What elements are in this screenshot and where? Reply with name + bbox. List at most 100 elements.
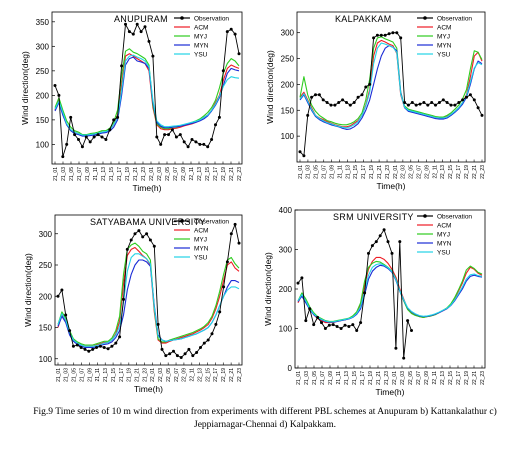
y-tick-label: 350 (36, 18, 50, 27)
point-observation (394, 346, 398, 350)
chart-title: SRM UNIVERSITY (333, 212, 414, 222)
x-tick-label: 22_09 (424, 371, 430, 385)
point-observation (91, 347, 95, 351)
x-tick-label: 22_05 (165, 167, 171, 181)
point-observation (100, 135, 104, 139)
x-tick-label: 22_05 (409, 165, 415, 179)
point-observation (199, 346, 202, 349)
y-tick-label: 300 (36, 42, 50, 51)
point-observation (337, 101, 341, 104)
x-tick-label: 22_01 (149, 167, 155, 181)
x-tick-label: 22_15 (205, 167, 211, 181)
point-observation (348, 103, 352, 107)
x-tick-label: 21_13 (103, 368, 109, 382)
point-observation (430, 101, 434, 104)
legend-label-ysu: YSU (194, 255, 208, 262)
point-observation (172, 349, 175, 353)
series-line-observation (297, 229, 412, 359)
y-tick-label: 200 (281, 80, 295, 89)
x-tick-label: 21_03 (306, 165, 312, 179)
point-observation (194, 140, 198, 144)
series-line-ysu (57, 253, 240, 347)
point-observation (468, 93, 472, 97)
legend-label-observation: Observation (194, 219, 229, 226)
point-observation (347, 325, 351, 328)
point-observation (137, 229, 141, 233)
series-line-myj (54, 48, 240, 136)
plot-frame (54, 214, 243, 366)
point-observation (195, 351, 199, 354)
point-observation (151, 54, 155, 58)
x-tick-label: 21_09 (87, 368, 93, 382)
legend-marker-observation (180, 219, 184, 223)
point-observation (379, 33, 383, 37)
point-observation (156, 322, 160, 326)
series-line-myn (297, 264, 483, 323)
point-observation (237, 52, 241, 56)
x-tick-label: 21_21 (376, 371, 382, 385)
x-tick-label: 22_15 (448, 165, 454, 179)
point-observation (191, 354, 195, 358)
point-observation (441, 98, 445, 102)
point-observation (321, 98, 325, 102)
chart-satyabama-university: 100 150 200 250 300 21_01 21_03 21_05 21_07 21_09… (23, 214, 243, 394)
x-tick-label: 22_03 (157, 167, 163, 181)
x-tick-label: 21_01 (56, 368, 62, 382)
point-observation (190, 138, 194, 141)
point-observation (186, 145, 190, 149)
point-observation (370, 244, 374, 248)
point-observation (218, 310, 222, 314)
x-axis-label: Time(h) (133, 183, 162, 193)
point-observation (64, 313, 68, 317)
y-tick-label: 100 (39, 355, 53, 364)
point-observation (410, 101, 414, 104)
x-tick-label: 22_01 (150, 368, 156, 382)
point-observation (333, 103, 337, 107)
point-observation (102, 346, 106, 349)
point-observation (202, 341, 206, 345)
x-tick-label: 22_09 (181, 167, 187, 181)
point-observation (229, 232, 233, 236)
point-observation (300, 276, 304, 280)
x-tick-label: 21_07 (322, 165, 328, 179)
point-observation (214, 322, 218, 326)
y-tick-label: 300 (281, 29, 295, 38)
x-tick-label: 22_15 (205, 368, 211, 382)
point-observation (174, 135, 178, 139)
legend-label-acm: ACM (194, 25, 208, 32)
x-tick-label: 21_19 (125, 167, 131, 181)
x-tick-label: 21_01 (53, 167, 59, 181)
point-observation (160, 347, 164, 351)
series-line-myn (54, 56, 240, 137)
point-observation (57, 93, 61, 97)
x-tick-label: 22_21 (229, 368, 235, 382)
point-observation (183, 352, 187, 356)
point-observation (406, 319, 410, 323)
legend-label-observation: Observation (194, 16, 229, 23)
point-observation (461, 98, 465, 102)
y-tick-label: 300 (279, 246, 293, 255)
legend-marker-observation (423, 16, 427, 20)
x-tick-label: 22_03 (400, 371, 406, 385)
point-observation (356, 95, 360, 99)
x-tick-label: 22_01 (393, 165, 399, 179)
x-tick-label: 21_23 (385, 165, 391, 179)
x-tick-label: 21_07 (77, 167, 83, 181)
x-axis-label: Time(h) (377, 181, 406, 191)
point-observation (382, 228, 386, 232)
x-tick-label: 22_19 (464, 165, 470, 179)
x-tick-label: 22_17 (456, 165, 462, 179)
point-observation (147, 39, 151, 43)
x-tick-label: 22_23 (480, 371, 486, 385)
y-tick-label: 100 (281, 132, 295, 141)
point-observation (95, 346, 98, 349)
x-tick-label: 22_21 (472, 371, 478, 385)
x-tick-label: 22_05 (166, 368, 172, 382)
figure-caption: Fig.9 Time series of 10 m wind direction… (33, 407, 497, 430)
series-line-observation (57, 223, 240, 358)
point-observation (114, 341, 118, 345)
point-observation (325, 101, 329, 104)
point-observation (69, 115, 73, 119)
point-observation (118, 335, 122, 339)
